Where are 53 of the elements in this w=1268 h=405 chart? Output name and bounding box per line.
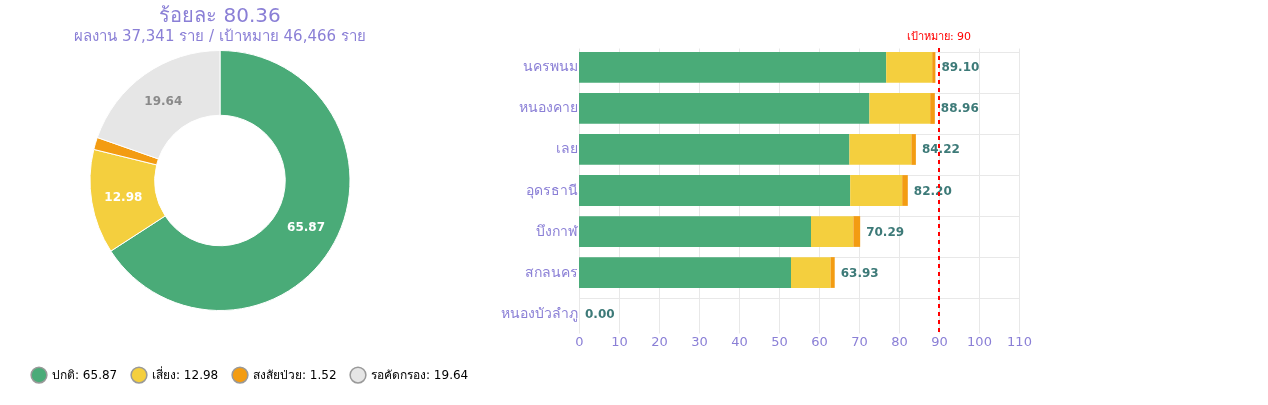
bar [930,93,935,124]
bar [830,257,835,288]
bar [579,93,870,124]
bar [869,93,931,124]
bar [791,257,831,288]
bar [902,175,908,206]
total-label: 88.96 [940,101,979,116]
legend-label: รอคัดกรอง: 19.64 [371,368,469,383]
total-label: 70.29 [866,224,905,239]
bar [579,257,791,288]
y-tick-label: อุดรธานี [525,181,578,199]
total-label: 84.22 [921,142,960,157]
x-tick-label: 110 [1007,333,1032,349]
x-tick-label: 0 [575,333,584,349]
legend-label: สงสัยป่วย: 1.52 [253,368,337,383]
x-tick-label: 20 [651,333,668,349]
x-tick-label: 90 [931,333,948,349]
bar [911,134,916,165]
bar [579,216,811,247]
y-tick-label: นครพนม [522,58,578,75]
total-label: 0.00 [585,306,615,321]
data-label: 65.87 [287,220,326,235]
data-label: 19.64 [144,93,183,108]
ref-line-label: เป้าหมาย: 90 [906,30,972,43]
x-tick-label: 30 [691,333,708,349]
y-tick-label: หนองบัวลำภู [500,304,578,322]
bar [932,52,936,83]
x-tick-label: 80 [891,333,908,349]
chart-subtitle: ผลงาน 37,341 ราย / เป้าหมาย 46,466 ราย [74,27,366,45]
data-label: 12.98 [104,189,143,204]
legend-label: เสี่ยง: 12.98 [152,366,219,383]
x-tick-label: 40 [731,333,748,349]
bar [811,216,854,247]
x-tick-label: 70 [851,333,868,349]
x-tick-label: 50 [771,333,788,349]
x-tick-label: 60 [811,333,828,349]
y-tick-label: สกลนคร [524,263,578,280]
bar [853,216,861,247]
x-tick-label: 10 [611,333,628,349]
bar [886,52,933,83]
y-tick-label: บึงกาฬ [535,222,578,239]
total-label: 89.10 [941,60,980,75]
total-label: 63.93 [840,265,879,280]
x-tick-label: 100 [967,333,992,349]
bar [579,175,851,206]
y-tick-label: หนองคาย [518,99,578,116]
legend-label: ปกติ: 65.87 [52,368,118,383]
bar [850,175,903,206]
y-tick-label: เลย [555,140,578,157]
chart-title: ร้อยละ 80.36 [159,3,281,27]
bar [849,134,912,165]
bar [579,52,887,83]
bar [579,134,850,165]
